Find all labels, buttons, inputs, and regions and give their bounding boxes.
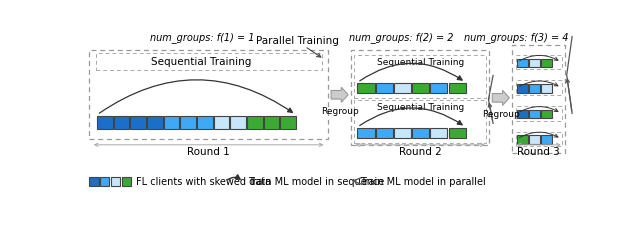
Bar xyxy=(541,110,552,118)
Bar xyxy=(147,116,163,129)
Bar xyxy=(449,83,465,93)
Bar xyxy=(541,59,552,67)
Bar xyxy=(355,100,486,142)
Bar xyxy=(122,177,131,186)
Text: Sequential Training: Sequential Training xyxy=(150,57,251,68)
Text: Sequential Training: Sequential Training xyxy=(376,103,464,112)
Bar xyxy=(90,177,99,186)
Bar xyxy=(131,116,146,129)
Bar xyxy=(430,128,447,138)
Text: Round 2: Round 2 xyxy=(399,147,442,157)
Text: Sequential Training: Sequential Training xyxy=(376,58,464,67)
Bar xyxy=(516,106,562,121)
Bar xyxy=(358,128,374,138)
Bar xyxy=(376,128,393,138)
Bar xyxy=(197,116,212,129)
Bar xyxy=(516,80,562,95)
Bar xyxy=(95,53,322,70)
Bar xyxy=(412,83,429,93)
Bar xyxy=(541,84,552,93)
Bar xyxy=(214,116,229,129)
Text: Train ML model in sequence: Train ML model in sequence xyxy=(248,177,385,187)
Text: <: < xyxy=(351,173,364,189)
Bar xyxy=(111,177,120,186)
Polygon shape xyxy=(492,90,509,105)
Bar xyxy=(264,116,279,129)
Bar xyxy=(355,56,486,98)
Bar xyxy=(516,132,562,146)
Bar xyxy=(529,84,540,93)
Text: FL clients with skewed data: FL clients with skewed data xyxy=(136,177,271,187)
Bar xyxy=(517,110,528,118)
Text: Train ML model in parallel: Train ML model in parallel xyxy=(360,177,486,187)
Text: Parallel Training: Parallel Training xyxy=(255,36,339,46)
Text: num_groups: f(3) = 4: num_groups: f(3) = 4 xyxy=(464,32,568,43)
Bar xyxy=(164,116,179,129)
Text: Round 1: Round 1 xyxy=(188,147,230,157)
Bar xyxy=(230,116,246,129)
Bar xyxy=(541,135,552,144)
Bar xyxy=(90,50,328,139)
Bar xyxy=(517,84,528,93)
Bar xyxy=(449,128,465,138)
Bar xyxy=(517,135,528,144)
Bar xyxy=(114,116,129,129)
Bar xyxy=(394,128,411,138)
Bar xyxy=(247,116,262,129)
Bar xyxy=(97,116,113,129)
Bar xyxy=(529,59,540,67)
Bar xyxy=(280,116,296,129)
Bar xyxy=(376,83,393,93)
Bar xyxy=(100,177,109,186)
Bar xyxy=(529,135,540,144)
Text: Regroup: Regroup xyxy=(482,110,520,119)
Bar xyxy=(412,128,429,138)
Bar xyxy=(358,83,374,93)
Text: Regroup: Regroup xyxy=(321,107,358,116)
Bar xyxy=(430,83,447,93)
Bar xyxy=(394,83,411,93)
Bar xyxy=(180,116,196,129)
Text: num_groups: f(2) = 2: num_groups: f(2) = 2 xyxy=(349,32,454,43)
Polygon shape xyxy=(331,87,348,102)
Bar xyxy=(529,110,540,118)
Bar xyxy=(516,55,562,70)
Text: Round 3: Round 3 xyxy=(517,147,560,157)
Bar xyxy=(513,45,565,153)
Text: num_groups: f(1) = 1: num_groups: f(1) = 1 xyxy=(150,32,255,43)
Bar xyxy=(517,59,528,67)
Bar xyxy=(351,50,489,145)
